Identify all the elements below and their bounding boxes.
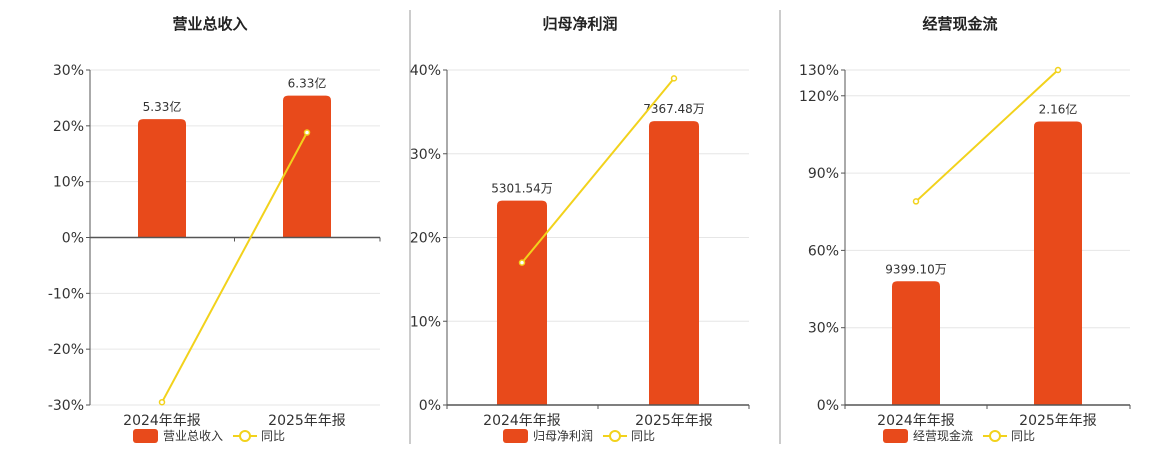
yoy-point bbox=[303, 129, 311, 136]
legend: 营业总收入 同比 bbox=[133, 429, 285, 443]
legend-bar-label: 经营现金流 bbox=[913, 428, 973, 443]
y-tick-label: 30% bbox=[53, 63, 84, 79]
x-category-label: 2024年年报 bbox=[483, 413, 561, 429]
y-tick-label: 30% bbox=[410, 147, 441, 163]
yoy-line bbox=[521, 77, 675, 264]
y-tick-label: 60% bbox=[808, 243, 839, 259]
y-tick-label: -10% bbox=[48, 286, 84, 302]
x-category-label: 2025年年报 bbox=[268, 413, 346, 429]
y-tick-label: 40% bbox=[410, 63, 441, 79]
x-category-label: 2024年年报 bbox=[123, 413, 201, 429]
legend-bar-swatch bbox=[883, 429, 908, 443]
bar-data-label: 5.33亿 bbox=[143, 99, 182, 114]
bar-data-label: 2.16亿 bbox=[1039, 102, 1078, 117]
y-tick-label: 0% bbox=[817, 398, 839, 414]
chart-panel-2: 归母净利润 40% 30% 20% 10% 0% 5301.54万 7367.48万 2024年… bbox=[410, 15, 750, 443]
y-tick-label: -30% bbox=[48, 398, 84, 414]
y-tick-label: 90% bbox=[808, 166, 839, 182]
chart-title: 归母净利润 bbox=[542, 15, 617, 33]
yoy-point bbox=[912, 198, 920, 205]
legend-line-marker bbox=[239, 430, 251, 442]
yoy-line bbox=[915, 69, 1059, 203]
bar bbox=[283, 95, 331, 238]
bar-data-label: 7367.48万 bbox=[643, 102, 705, 116]
y-tick-label: 20% bbox=[53, 119, 84, 135]
bar bbox=[497, 200, 547, 405]
legend-bar-swatch bbox=[133, 429, 158, 443]
yoy-point bbox=[158, 398, 166, 406]
y-tick-label: -20% bbox=[48, 342, 84, 358]
legend-bar-swatch bbox=[503, 429, 528, 443]
legend-bar-label: 归母净利润 bbox=[533, 429, 593, 443]
x-category-label: 2025年年报 bbox=[635, 413, 713, 429]
legend-line-label: 同比 bbox=[631, 429, 655, 443]
y-tick-label: 0% bbox=[419, 398, 441, 414]
bar-data-label: 9399.10万 bbox=[885, 262, 947, 276]
y-tick-label: 10% bbox=[53, 175, 84, 191]
y-tick-label: 120% bbox=[799, 89, 839, 105]
legend: 经营现金流 同比 bbox=[883, 428, 1035, 443]
yoy-point bbox=[670, 75, 678, 82]
legend-line-label: 同比 bbox=[261, 429, 285, 443]
bar bbox=[649, 121, 699, 406]
legend: 归母净利润 同比 bbox=[503, 429, 655, 443]
chart-panel-1: 营业总收入 30% 20% 10% 0% -10% -20% -30% 5.33亿 6.33亿 20… bbox=[48, 15, 381, 443]
yoy-point bbox=[518, 259, 526, 266]
x-category-label: 2024年年报 bbox=[877, 413, 955, 429]
legend-line-label: 同比 bbox=[1011, 429, 1035, 443]
bar bbox=[892, 281, 940, 405]
bar-data-label: 5301.54万 bbox=[491, 182, 553, 196]
legend-line-marker bbox=[989, 430, 1001, 442]
chart-title: 营业总收入 bbox=[172, 15, 247, 33]
y-tick-label: 10% bbox=[410, 314, 441, 330]
yoy-point bbox=[1054, 66, 1062, 74]
legend-line-marker bbox=[609, 430, 621, 442]
y-tick-label: 30% bbox=[808, 321, 839, 337]
bar bbox=[1034, 121, 1082, 406]
legend-bar-label: 营业总收入 bbox=[163, 429, 223, 443]
chart-title: 经营现金流 bbox=[922, 15, 997, 33]
bar bbox=[138, 119, 186, 238]
bar-data-label: 6.33亿 bbox=[288, 76, 327, 91]
x-category-label: 2025年年报 bbox=[1019, 413, 1097, 429]
yoy-line bbox=[161, 132, 308, 403]
y-tick-label: 20% bbox=[410, 231, 441, 247]
y-tick-label: 130% bbox=[799, 63, 839, 79]
chart-panel-3: 经营现金流 130% 120% 90% 60% 30% 0% 9399.10万 2.16亿 202… bbox=[799, 15, 1131, 443]
y-tick-label: 0% bbox=[62, 231, 84, 247]
